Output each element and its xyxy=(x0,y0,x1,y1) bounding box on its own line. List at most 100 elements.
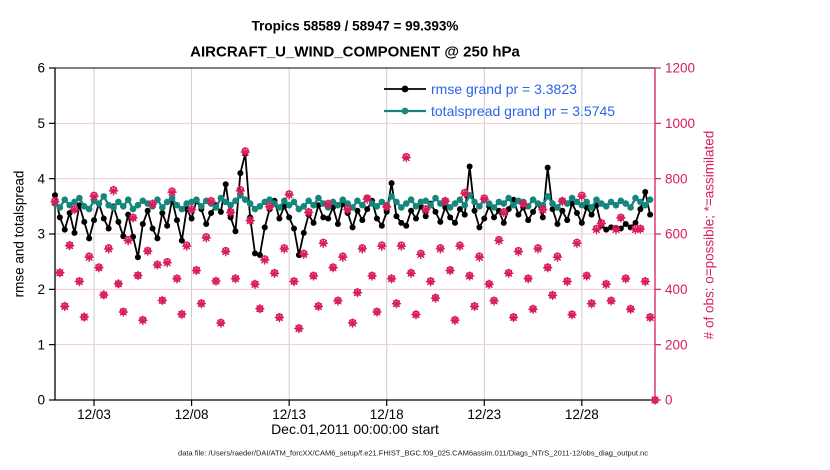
totalspread-marker xyxy=(354,197,361,205)
obs-assimilated-marker xyxy=(416,249,426,260)
rmse-marker xyxy=(637,206,644,213)
obs-assimilated-marker xyxy=(557,196,568,207)
obs-assimilated-marker xyxy=(157,295,168,306)
right-tick-label: 200 xyxy=(665,337,688,352)
totalspread-marker xyxy=(588,204,595,211)
rmse-marker xyxy=(310,219,317,226)
totalspread-marker xyxy=(529,196,537,203)
totalspread-marker xyxy=(373,203,381,210)
rmse-marker xyxy=(81,218,88,225)
obs-assimilated-marker xyxy=(191,265,202,276)
legend-item-totalspread: totalspread grand pr = 3.5745 xyxy=(383,102,615,120)
right-tick-label: 1200 xyxy=(665,61,695,76)
right-tick-label: 400 xyxy=(665,282,688,297)
totalspread-marker xyxy=(456,196,464,203)
rmse-marker xyxy=(452,219,458,226)
totalspread-marker xyxy=(241,196,249,203)
rmse-marker xyxy=(476,224,483,231)
plot-title-ratio: Tropics 58589 / 58947 = 99.393% xyxy=(251,18,459,34)
rmse-marker xyxy=(622,221,629,228)
x-tick-label: 12/08 xyxy=(175,407,209,422)
obs-assimilated-marker xyxy=(94,263,104,273)
rmse-marker xyxy=(456,206,463,213)
x-axis-label: Dec.01,2011 00:00:00 start xyxy=(271,421,439,437)
obs-assimilated-marker xyxy=(489,296,499,306)
rmse-marker xyxy=(403,222,410,229)
obs-assimilated-marker xyxy=(591,224,602,235)
rmse-marker xyxy=(603,226,610,233)
totalspread-marker xyxy=(227,201,234,209)
obs-assimilated-marker xyxy=(538,204,548,215)
left-tick-label: 2 xyxy=(37,282,45,297)
totalspread-marker xyxy=(476,203,483,210)
rmse-marker xyxy=(164,222,171,229)
obs-assimilated-marker xyxy=(299,249,309,260)
rmse-marker xyxy=(515,211,522,218)
obs-assimilated-marker xyxy=(138,315,148,326)
rmse-marker xyxy=(61,226,68,233)
obs-assimilated-marker xyxy=(372,307,382,317)
rmse-marker xyxy=(378,222,385,229)
rmse-marker xyxy=(149,225,156,232)
totalspread-marker xyxy=(85,205,93,213)
totalspread-marker xyxy=(402,200,410,207)
obs-assimilated-marker xyxy=(552,252,563,262)
totalspread-marker xyxy=(398,204,405,211)
obs-assimilated-marker xyxy=(513,247,524,257)
totalspread-marker xyxy=(276,204,283,211)
obs-assimilated-marker xyxy=(250,279,260,290)
obs-assimilated-marker xyxy=(357,244,368,254)
obs-assimilated-marker xyxy=(542,263,553,273)
obs-assimilated-marker xyxy=(103,244,114,254)
obs-assimilated-marker xyxy=(508,312,519,323)
totalspread-marker xyxy=(76,194,83,202)
obs-assimilated-marker xyxy=(342,204,353,215)
rmse-marker xyxy=(364,206,371,213)
obs-assimilated-marker xyxy=(108,186,119,196)
rmse-marker xyxy=(578,219,585,226)
rmse-marker xyxy=(530,208,537,215)
totalspread-marker xyxy=(71,198,78,206)
totalspread-marker xyxy=(510,201,517,209)
right-tick-label: 600 xyxy=(665,227,688,242)
rmse-marker xyxy=(159,209,166,216)
obs-assimilated-marker xyxy=(133,270,143,281)
totalspread-marker xyxy=(305,197,312,205)
totalspread-marker xyxy=(602,203,610,210)
totalspread-marker xyxy=(490,204,498,211)
totalspread-marker xyxy=(593,196,600,203)
rmse-marker xyxy=(383,208,390,215)
rmse-marker xyxy=(232,228,239,235)
obs-assimilated-marker xyxy=(450,315,460,326)
rmse-marker xyxy=(86,235,93,242)
obs-assimilated-marker xyxy=(221,247,231,257)
totalspread-marker xyxy=(300,203,308,210)
obs-assimilated-marker xyxy=(582,271,592,281)
totalspread-marker xyxy=(285,201,293,209)
obs-assimilated-marker xyxy=(186,204,197,215)
rmse-marker xyxy=(408,207,415,214)
obs-assimilated-marker xyxy=(577,191,587,202)
obs-assimilated-marker xyxy=(308,271,319,281)
obs-assimilated-marker xyxy=(396,241,407,251)
rmse-marker xyxy=(549,206,556,213)
obs-assimilated-marker xyxy=(445,265,455,276)
obs-assimilated-marker xyxy=(216,318,226,328)
totalspread-marker xyxy=(359,201,366,209)
obs-assimilated-marker xyxy=(621,274,631,284)
obs-assimilated-marker xyxy=(211,276,221,286)
rmse-marker xyxy=(178,237,185,244)
obs-assimilated-marker xyxy=(323,199,333,209)
obs-count-markers xyxy=(50,147,660,405)
obs-assimilated-marker xyxy=(640,276,650,287)
obs-assimilated-marker xyxy=(562,276,572,287)
obs-assimilated-marker xyxy=(255,304,265,314)
rmse-marker xyxy=(412,215,419,222)
rmse-marker xyxy=(56,214,63,221)
obs-assimilated-marker xyxy=(367,271,377,281)
rmse-marker xyxy=(134,254,141,261)
rmse-marker xyxy=(349,224,356,231)
totalspread-marker xyxy=(578,201,586,209)
obs-assimilated-marker xyxy=(382,202,392,212)
totalspread-marker xyxy=(119,203,127,210)
